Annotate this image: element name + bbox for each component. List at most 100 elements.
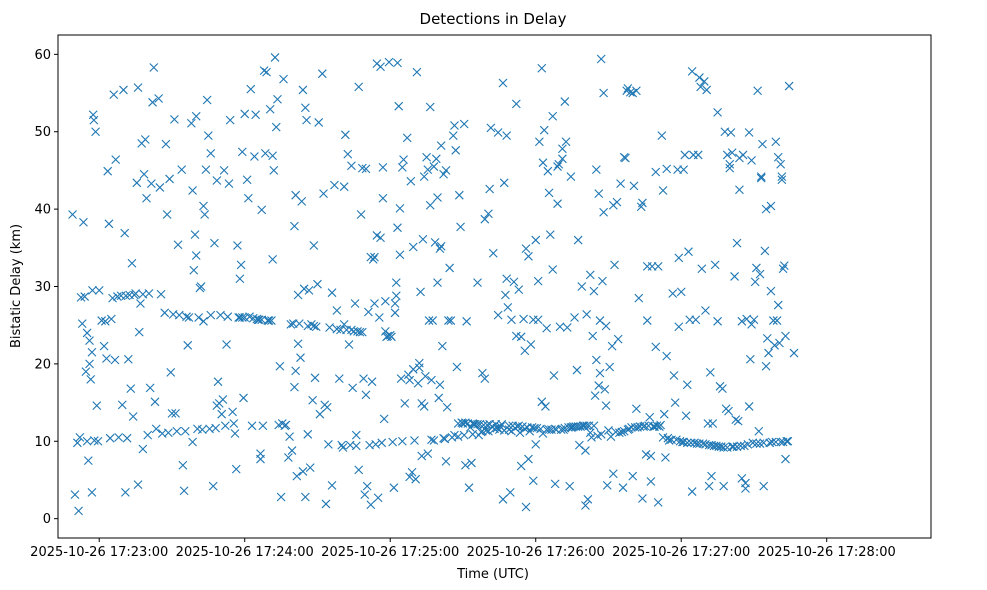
data-point [555, 322, 565, 332]
data-point [503, 303, 513, 312]
data-point [681, 411, 691, 421]
data-point [488, 248, 498, 258]
data-point [610, 260, 619, 270]
data-point [89, 115, 99, 125]
data-point [230, 429, 240, 438]
data-point [507, 315, 516, 325]
chart-title: Detections in Delay [420, 10, 567, 28]
data-point [344, 340, 354, 349]
data-point [80, 292, 90, 301]
x-axis-label: Time (UTC) [456, 567, 529, 582]
data-point [770, 340, 779, 350]
data-point [638, 198, 647, 208]
data-point [752, 439, 761, 448]
data-point [194, 313, 204, 322]
data-point [775, 338, 784, 348]
data-point [440, 434, 450, 444]
y-tick-label: 40 [34, 203, 51, 218]
data-point [309, 241, 319, 250]
data-point [702, 85, 712, 95]
data-point [424, 316, 434, 325]
data-point [338, 443, 348, 452]
data-point [91, 127, 100, 137]
data-point [645, 412, 655, 422]
data-point [88, 285, 97, 295]
data-point [778, 264, 788, 274]
data-point [275, 361, 285, 371]
data-point [248, 313, 258, 323]
data-point [87, 347, 97, 357]
data-point [493, 310, 503, 320]
data-point [210, 238, 219, 248]
data-point [143, 430, 153, 440]
data-point [70, 490, 80, 500]
data-point [371, 439, 381, 449]
data-point [410, 436, 419, 445]
data-point [400, 398, 410, 408]
data-point [725, 159, 735, 169]
data-point [531, 439, 541, 449]
data-point [562, 323, 572, 332]
data-point [638, 494, 647, 503]
data-point [480, 214, 490, 224]
data-point [459, 119, 469, 129]
data-point [132, 178, 142, 188]
data-point [732, 238, 742, 248]
data-point [383, 331, 393, 341]
data-point [247, 421, 257, 431]
data-point [656, 420, 666, 430]
data-point [749, 315, 759, 325]
data-point [239, 393, 248, 403]
data-point [753, 86, 763, 96]
data-point [218, 395, 228, 404]
data-point [220, 421, 230, 431]
data-point [601, 401, 611, 411]
data-point [170, 114, 179, 124]
x-tick-label: 2025-10-26 17:27:00 [612, 545, 750, 560]
data-point [166, 368, 176, 377]
y-tick-label: 10 [34, 435, 51, 450]
y-tick-label: 20 [34, 357, 51, 372]
data-point [178, 460, 188, 470]
data-point [531, 235, 541, 245]
data-point [756, 173, 766, 183]
data-point [768, 316, 778, 325]
data-point [268, 151, 278, 161]
data-point [228, 407, 237, 417]
data-point [733, 416, 743, 426]
data-point [570, 313, 579, 322]
data-point [566, 172, 576, 182]
data-point [669, 371, 679, 380]
data-point [201, 165, 211, 175]
y-tick-label: 60 [34, 48, 51, 63]
data-point [359, 374, 368, 383]
data-point [81, 367, 91, 377]
data-point [196, 282, 206, 291]
data-point [262, 67, 271, 77]
data-point [307, 320, 316, 329]
data-point [290, 221, 299, 231]
data-point [351, 430, 361, 440]
data-point [725, 163, 735, 173]
data-point [183, 340, 193, 350]
data-point [173, 240, 183, 250]
data-point [764, 348, 773, 358]
data-point [79, 217, 88, 227]
data-point [461, 460, 470, 470]
data-point [74, 506, 84, 516]
data-point [735, 185, 744, 195]
data-point [133, 83, 143, 93]
data-point [429, 436, 439, 445]
data-point [391, 278, 401, 288]
data-point [216, 310, 225, 320]
data-point [310, 373, 320, 383]
data-point [433, 193, 442, 202]
data-point [726, 128, 736, 137]
data-point [504, 421, 514, 431]
data-point [521, 502, 531, 512]
data-point [533, 315, 543, 325]
data-point [85, 336, 94, 346]
data-point [537, 63, 547, 73]
data-point [605, 362, 615, 372]
